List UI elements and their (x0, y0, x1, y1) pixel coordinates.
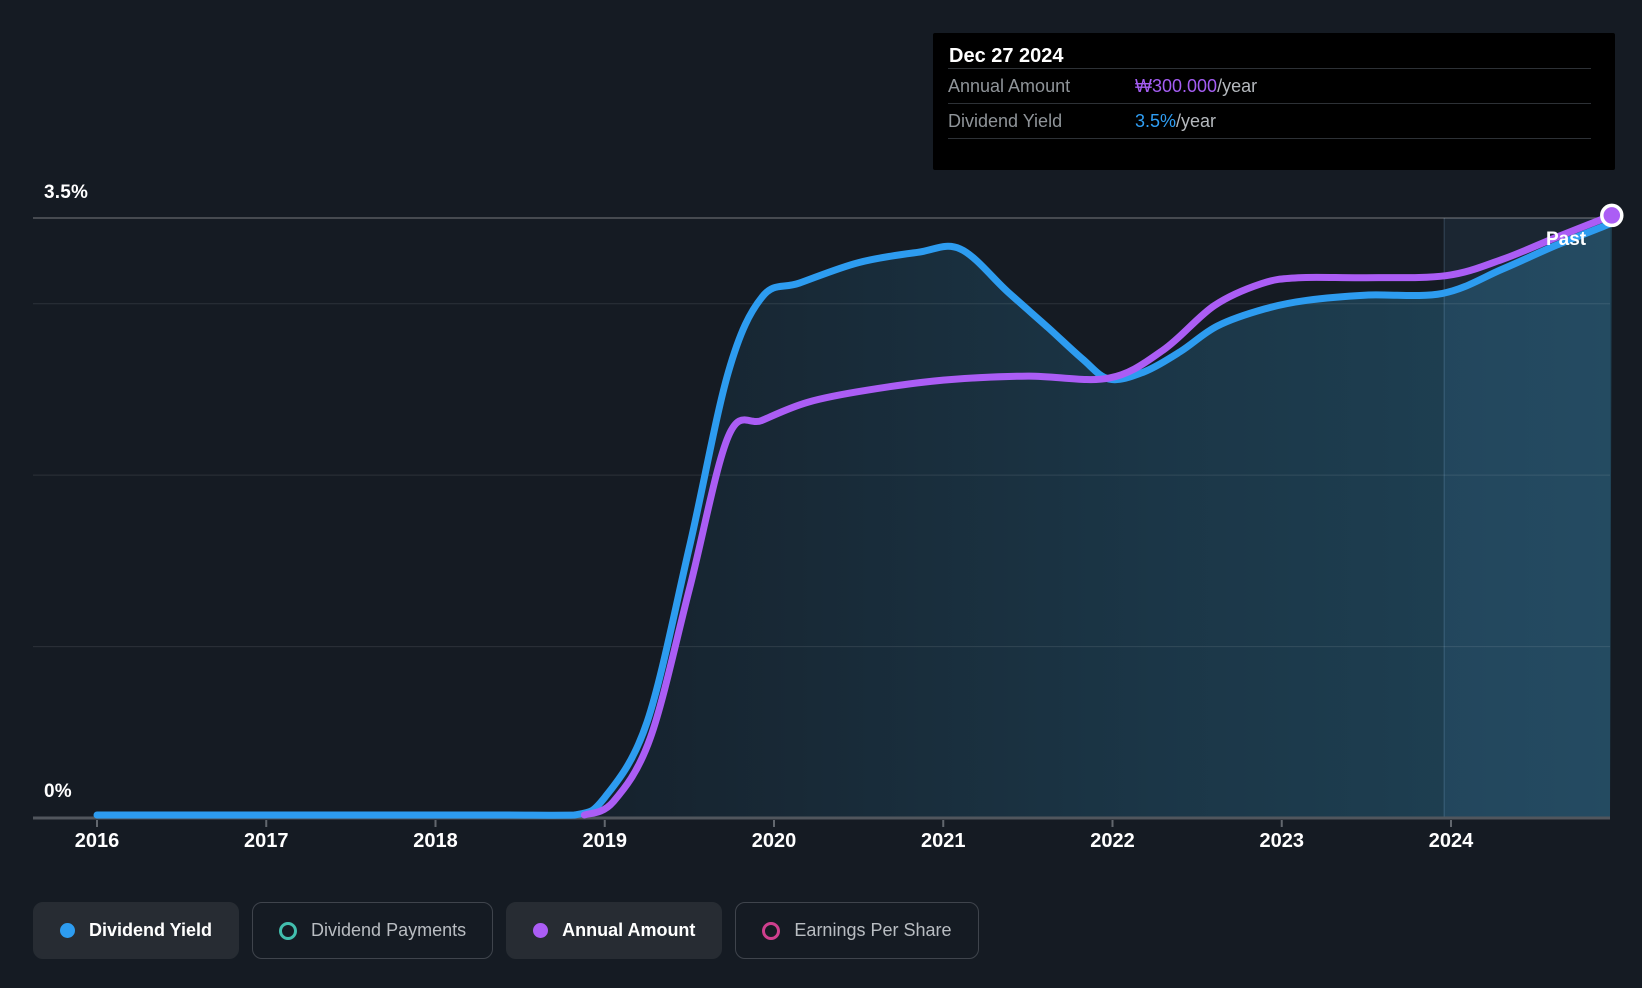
tooltip-row-suffix: /year (1217, 75, 1258, 96)
past-region-band (1444, 218, 1610, 818)
earnings-per-share-ring-icon (762, 921, 781, 940)
tooltip-row-value: ₩300.000 (1135, 75, 1218, 96)
chart-legend: Dividend Yield Dividend Payments Annual Am… (33, 902, 979, 959)
legend-button-annual-amount[interactable]: Annual Amount (506, 902, 723, 959)
x-axis-label-2024: 2024 (1428, 830, 1474, 852)
annual-amount-dot-icon (533, 923, 549, 938)
tooltip-date: Dec 27 2024 (949, 45, 1064, 67)
x-axis-label-2018: 2018 (413, 830, 458, 852)
legend-label: Dividend Payments (311, 920, 467, 940)
x-axis-label-2023: 2023 (1259, 830, 1305, 852)
past-region-label: Past (1546, 229, 1587, 250)
chart-tooltip: Dec 27 2024 Annual Amount ₩300.000/year Di… (933, 33, 1615, 170)
x-axis-label-2017: 2017 (244, 830, 289, 852)
tooltip-row-label: Annual Amount (948, 75, 1071, 96)
tooltip-row-label: Dividend Yield (948, 110, 1063, 131)
tooltip-bottom-divider (948, 138, 1591, 139)
legend-label: Annual Amount (562, 920, 696, 940)
y-axis-max-label: 3.5% (44, 182, 89, 203)
x-axis-label-2016: 2016 (74, 830, 120, 852)
line-dividend-yield (93, 219, 1616, 819)
legend-button-dividend-payments[interactable]: Dividend Payments (252, 902, 494, 959)
tooltip-row-suffix: /year (1176, 110, 1217, 131)
legend-label: Earnings Per Share (794, 920, 952, 940)
tooltip-rows: Annual Amount ₩300.000/year Dividend Yield… (933, 68, 1615, 139)
latest-value-marker[interactable] (1600, 203, 1624, 228)
x-axis-label-2021: 2021 (921, 830, 966, 852)
tooltip-row-value: 3.5% (1135, 110, 1177, 131)
legend-button-dividend-yield[interactable]: Dividend Yield (33, 902, 240, 959)
line-annual-amount (580, 211, 1616, 819)
tooltip-row: Annual Amount ₩300.000/year (948, 68, 1591, 103)
dividend-payments-ring-icon (279, 921, 298, 940)
x-axis-label-2019: 2019 (582, 830, 628, 852)
legend-button-earnings-per-share[interactable]: Earnings Per Share (735, 902, 979, 959)
legend-label: Dividend Yield (89, 920, 213, 940)
dividend-yield-dot-icon (60, 923, 75, 938)
tooltip-row: Dividend Yield 3.5%/year (948, 103, 1591, 138)
y-axis-min-label: 0% (44, 781, 72, 802)
dividend-yield-area-fill (97, 223, 1612, 819)
x-axis-label-2020: 2020 (751, 830, 797, 852)
x-axis-label-2022: 2022 (1090, 830, 1135, 852)
